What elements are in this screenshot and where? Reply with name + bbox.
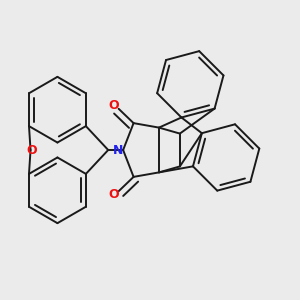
Text: O: O xyxy=(109,99,119,112)
Text: O: O xyxy=(109,188,119,201)
Text: N: N xyxy=(112,143,123,157)
Text: O: O xyxy=(27,143,38,157)
